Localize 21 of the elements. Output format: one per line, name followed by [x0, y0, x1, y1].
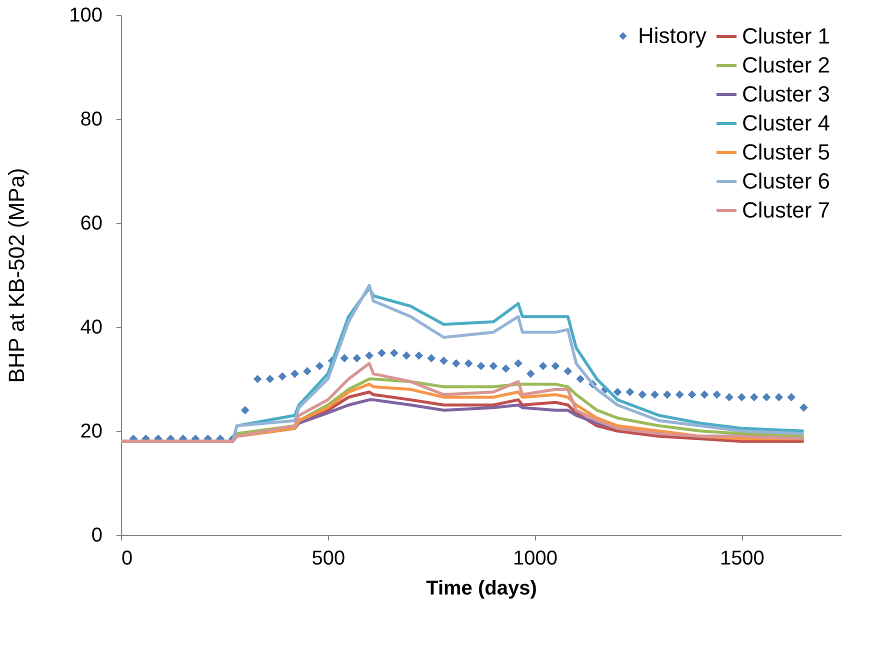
x-tick-label: 1000 [513, 548, 558, 570]
legend-label: Cluster 3 [742, 82, 830, 106]
legend-label: Cluster 1 [742, 24, 830, 48]
legend-label: Cluster 2 [742, 52, 830, 78]
x-tick-label: 500 [312, 548, 346, 570]
x-axis-title: Time (days) [426, 578, 537, 600]
y-tick-label: 0 [91, 524, 102, 546]
y-tick-label: 20 [80, 420, 102, 442]
y-tick-label: 60 [80, 212, 102, 234]
x-tick-label: 1500 [720, 548, 764, 570]
legend-label: Cluster 7 [742, 198, 830, 222]
y-tick-label: 80 [80, 108, 102, 130]
line-series [120, 362, 806, 443]
legend-label: Cluster 6 [742, 168, 830, 194]
y-tick-label: 100 [69, 4, 102, 26]
y-tick-label: 40 [80, 316, 102, 338]
legend-label: Cluster 4 [742, 110, 830, 136]
y-axis-title: BHP at KB-502 (MPa) [4, 168, 30, 383]
legend-label: History [638, 23, 706, 48]
legend-label: Cluster 5 [742, 140, 830, 164]
x-tick-label: 0 [122, 548, 133, 570]
